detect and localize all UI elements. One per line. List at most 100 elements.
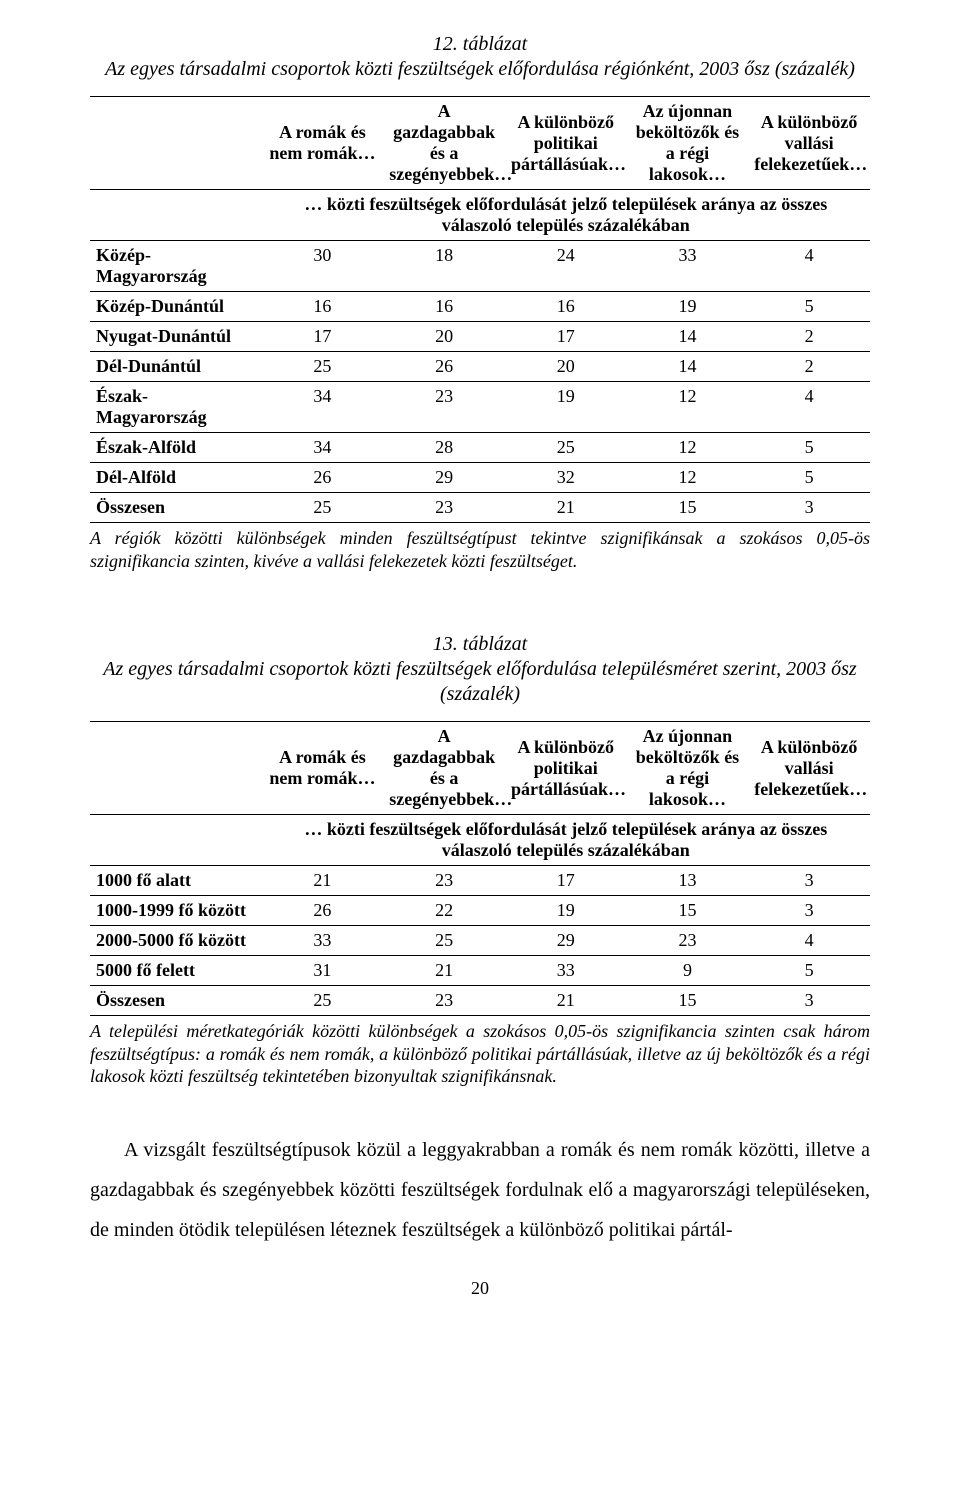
table13-hdr-empty: [90, 722, 262, 815]
cell: 19: [627, 292, 749, 322]
cell: 14: [627, 322, 749, 352]
cell: 16: [383, 292, 505, 322]
cell: 33: [262, 926, 384, 956]
cell: 12: [627, 463, 749, 493]
row-label: 5000 fő felett: [90, 956, 262, 986]
cell: 28: [383, 433, 505, 463]
cell: 12: [627, 433, 749, 463]
cell: 21: [505, 986, 627, 1016]
table12-hdr-empty: [90, 97, 262, 190]
cell: 4: [748, 241, 870, 292]
table13-hdr-2: A gazdagabbak és a szegényebbek…: [383, 722, 505, 815]
cell: 23: [627, 926, 749, 956]
cell: 4: [748, 382, 870, 433]
table-row: Nyugat-Dunántúl 17 20 17 14 2: [90, 322, 870, 352]
cell: 9: [627, 956, 749, 986]
table-row: 1000-1999 fő között 26 22 19 15 3: [90, 896, 870, 926]
cell: 20: [505, 352, 627, 382]
cell: 2: [748, 352, 870, 382]
table-row: Összesen 25 23 21 15 3: [90, 493, 870, 523]
cell: 21: [505, 493, 627, 523]
cell: 16: [505, 292, 627, 322]
table12-note: A régiók közötti különbségek minden fesz…: [90, 527, 870, 572]
cell: 26: [262, 896, 384, 926]
cell: 12: [627, 382, 749, 433]
table13-subheader: … közti feszültségek előfordulását jelző…: [262, 815, 870, 866]
row-label: Nyugat-Dunántúl: [90, 322, 262, 352]
cell: 17: [505, 866, 627, 896]
cell: 25: [262, 493, 384, 523]
cell: 14: [627, 352, 749, 382]
table13-hdr-3: A különböző politikai pártállásúak…: [505, 722, 627, 815]
row-label: Összesen: [90, 493, 262, 523]
table12-subheader: … közti feszültségek előfordulását jelző…: [262, 190, 870, 241]
cell: 32: [505, 463, 627, 493]
cell: 23: [383, 493, 505, 523]
cell: 25: [383, 926, 505, 956]
cell: 5: [748, 292, 870, 322]
cell: 23: [383, 986, 505, 1016]
row-label: 2000-5000 fő között: [90, 926, 262, 956]
cell: 29: [505, 926, 627, 956]
table13-title: 13. táblázat Az egyes társadalmi csoport…: [90, 632, 870, 707]
cell: 22: [383, 896, 505, 926]
cell: 29: [383, 463, 505, 493]
page-number: 20: [90, 1278, 870, 1299]
cell: 21: [262, 866, 384, 896]
cell: 4: [748, 926, 870, 956]
cell: 19: [505, 896, 627, 926]
table-row: Dél-Dunántúl 25 26 20 14 2: [90, 352, 870, 382]
table13: A romák és nem romák… A gazdagabbak és a…: [90, 721, 870, 1016]
cell: 19: [505, 382, 627, 433]
cell: 30: [262, 241, 384, 292]
table-row: Észak-Alföld 34 28 25 12 5: [90, 433, 870, 463]
cell: 3: [748, 896, 870, 926]
cell: 17: [262, 322, 384, 352]
cell: 3: [748, 986, 870, 1016]
section-gap: [90, 572, 870, 632]
row-label: Dél-Alföld: [90, 463, 262, 493]
cell: 21: [383, 956, 505, 986]
cell: 25: [262, 352, 384, 382]
table13-note: A települési méretkategóriák közötti kül…: [90, 1020, 870, 1088]
table-row: 2000-5000 fő között 33 25 29 23 4: [90, 926, 870, 956]
cell: 26: [383, 352, 505, 382]
row-label: 1000 fő alatt: [90, 866, 262, 896]
cell: 24: [505, 241, 627, 292]
cell: 25: [262, 986, 384, 1016]
cell: 2: [748, 322, 870, 352]
table13-title-line2: Az egyes társadalmi csoportok közti fesz…: [103, 658, 856, 705]
row-label: Közép-Magyarország: [90, 241, 262, 292]
table13-subhdr-empty: [90, 815, 262, 866]
row-label: Összesen: [90, 986, 262, 1016]
cell: 34: [262, 433, 384, 463]
cell: 20: [383, 322, 505, 352]
row-label: 1000-1999 fő között: [90, 896, 262, 926]
table13-hdr-5: A különböző vallási felekezetűek…: [748, 722, 870, 815]
table12-subhdr-empty: [90, 190, 262, 241]
table-row: 5000 fő felett 31 21 33 9 5: [90, 956, 870, 986]
row-label: Közép-Dunántúl: [90, 292, 262, 322]
body-paragraph: A vizsgált feszültségtípusok közül a leg…: [90, 1130, 870, 1250]
table13-hdr-4: Az újonnan beköltözők és a régi lakosok…: [627, 722, 749, 815]
cell: 17: [505, 322, 627, 352]
table12-hdr-5: A különböző vallási felekezetűek…: [748, 97, 870, 190]
table12: A romák és nem romák… A gazdagabbak és a…: [90, 96, 870, 523]
cell: 5: [748, 433, 870, 463]
table12-title-line1: 12. táblázat: [433, 33, 527, 55]
table-row: Közép-Dunántúl 16 16 16 19 5: [90, 292, 870, 322]
table13-title-line1: 13. táblázat: [433, 633, 527, 655]
table12-hdr-3: A különböző politikai pártállásúak…: [505, 97, 627, 190]
cell: 5: [748, 956, 870, 986]
table12-title: 12. táblázat Az egyes társadalmi csoport…: [90, 32, 870, 82]
row-label: Dél-Dunántúl: [90, 352, 262, 382]
cell: 34: [262, 382, 384, 433]
table12-hdr-1: A romák és nem romák…: [262, 97, 384, 190]
table-row: Összesen 25 23 21 15 3: [90, 986, 870, 1016]
cell: 18: [383, 241, 505, 292]
table13-hdr-1: A romák és nem romák…: [262, 722, 384, 815]
cell: 33: [627, 241, 749, 292]
page-container: 12. táblázat Az egyes társadalmi csoport…: [0, 0, 960, 1511]
cell: 15: [627, 986, 749, 1016]
cell: 13: [627, 866, 749, 896]
